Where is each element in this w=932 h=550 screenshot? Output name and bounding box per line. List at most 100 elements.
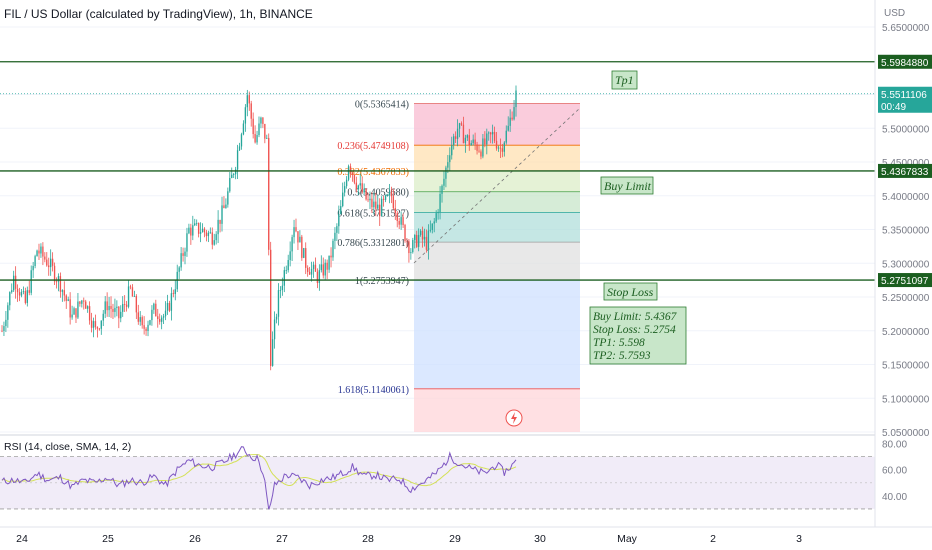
candle-body <box>88 306 91 321</box>
candle-body <box>215 234 217 241</box>
lightning-icon[interactable] <box>505 409 523 427</box>
candle-body <box>277 290 280 317</box>
currency-label: USD <box>884 8 905 19</box>
horizontal-levels[interactable] <box>0 61 875 281</box>
candle-body <box>273 319 276 340</box>
tp1-label: Tp1 <box>615 73 634 87</box>
candle-body <box>77 301 79 318</box>
candle-body <box>345 179 348 187</box>
candle-body <box>330 255 332 258</box>
candle-body <box>3 326 5 331</box>
candle-body <box>199 232 202 234</box>
rsi-pane[interactable]: RSI (14, close, SMA, 14, 2) 80.00 60.00 40… <box>0 434 907 510</box>
candle-body <box>7 305 9 320</box>
candle-body <box>234 169 237 175</box>
candle-body <box>63 290 65 296</box>
candle-body <box>85 301 87 309</box>
time-axis[interactable]: 24 25 26 27 28 29 30 May 2 3 <box>16 533 802 545</box>
price-tick: 5.3000000 <box>882 259 930 270</box>
candle-body <box>75 308 77 318</box>
candle-body <box>209 232 212 234</box>
candle-body <box>507 125 509 131</box>
fib-band <box>414 145 580 171</box>
candle-body <box>231 174 233 179</box>
candle-body <box>334 232 336 241</box>
candle-body <box>347 166 350 180</box>
price-tick: 5.0500000 <box>882 428 930 439</box>
candle-body <box>53 265 56 282</box>
candle-body <box>431 223 433 230</box>
candle-body <box>219 219 221 224</box>
candle-body <box>14 275 17 289</box>
candle-body <box>392 196 395 209</box>
candle-body <box>9 292 11 306</box>
candle-body <box>5 319 7 327</box>
candle-body <box>382 198 385 200</box>
candle-body <box>425 236 428 250</box>
candle-body <box>108 306 110 311</box>
candle-body <box>458 123 461 129</box>
candle-body <box>289 251 291 261</box>
candle-body <box>207 232 210 237</box>
buy-limit-callout[interactable]: Buy Limit <box>600 176 654 195</box>
price-tick: 5.2500000 <box>882 293 930 304</box>
candle-body <box>120 311 122 319</box>
candle-body <box>157 316 159 320</box>
candle-body <box>443 178 445 186</box>
candle-body <box>493 131 496 141</box>
candle-body <box>384 195 387 200</box>
price-badge-countdown: 00:49 <box>881 102 906 113</box>
candle-body <box>227 191 229 205</box>
rsi-axis: 80.00 60.00 40.00 <box>882 440 907 503</box>
fib-retracement[interactable]: 0(5.5365414) 0.236(5.4749108) 0.382(5.4367… <box>337 100 580 432</box>
candle-body <box>194 223 196 226</box>
candle-body <box>73 308 75 315</box>
price-tick: 5.4500000 <box>882 158 930 169</box>
summary-box[interactable]: Buy Limit: 5.4367 Stop Loss: 5.2754 TP1:… <box>589 306 687 365</box>
candle-body <box>240 134 243 147</box>
trend-diagonal <box>413 107 581 264</box>
price-tick: 5.2000000 <box>882 327 930 338</box>
candle-body <box>123 304 126 305</box>
candle-body <box>116 306 118 308</box>
fib-band <box>414 212 580 243</box>
time-tick: 25 <box>102 533 114 545</box>
candle-body <box>515 90 517 108</box>
candle-body <box>388 192 391 196</box>
candle-body <box>316 271 319 283</box>
buy-limit-label: Buy Limit <box>604 179 652 193</box>
candle-body <box>143 325 145 329</box>
price-tick: 5.5000000 <box>882 124 930 135</box>
time-tick: 26 <box>189 533 201 545</box>
candle-body <box>310 268 313 275</box>
candle-body <box>419 230 422 235</box>
candle-body <box>433 221 435 224</box>
candle-body <box>464 137 467 144</box>
candle-body <box>357 185 359 190</box>
chart-title: FIL / US Dollar (calculated by TradingVi… <box>4 7 313 21</box>
candle-body <box>408 241 410 254</box>
candle-body <box>122 304 124 312</box>
price-badge-last <box>878 86 932 113</box>
candle-body <box>258 123 260 136</box>
candle-body <box>359 183 361 186</box>
candle-body <box>281 285 284 291</box>
price-axis[interactable]: 5.65000005.55000005.50000005.45000005.40… <box>882 23 930 439</box>
candle-body <box>380 198 383 217</box>
fib-band <box>414 103 580 146</box>
time-tick: 2 <box>710 533 716 545</box>
fib-label: 0.382(5.4367833) <box>337 167 409 178</box>
candle-body <box>238 146 241 151</box>
candle-body <box>236 150 239 170</box>
candle-body <box>373 201 375 208</box>
rsi-line <box>1 446 517 510</box>
fib-label: 0.786(5.3312801) <box>337 238 409 249</box>
tp1-callout[interactable]: Tp1 <box>611 70 638 90</box>
candle-body <box>447 162 449 168</box>
candle-body <box>478 150 480 152</box>
candle-body <box>361 183 363 193</box>
stop-loss-callout[interactable]: Stop Loss <box>603 282 658 301</box>
candle-body <box>129 286 132 288</box>
candle-body <box>114 307 116 312</box>
